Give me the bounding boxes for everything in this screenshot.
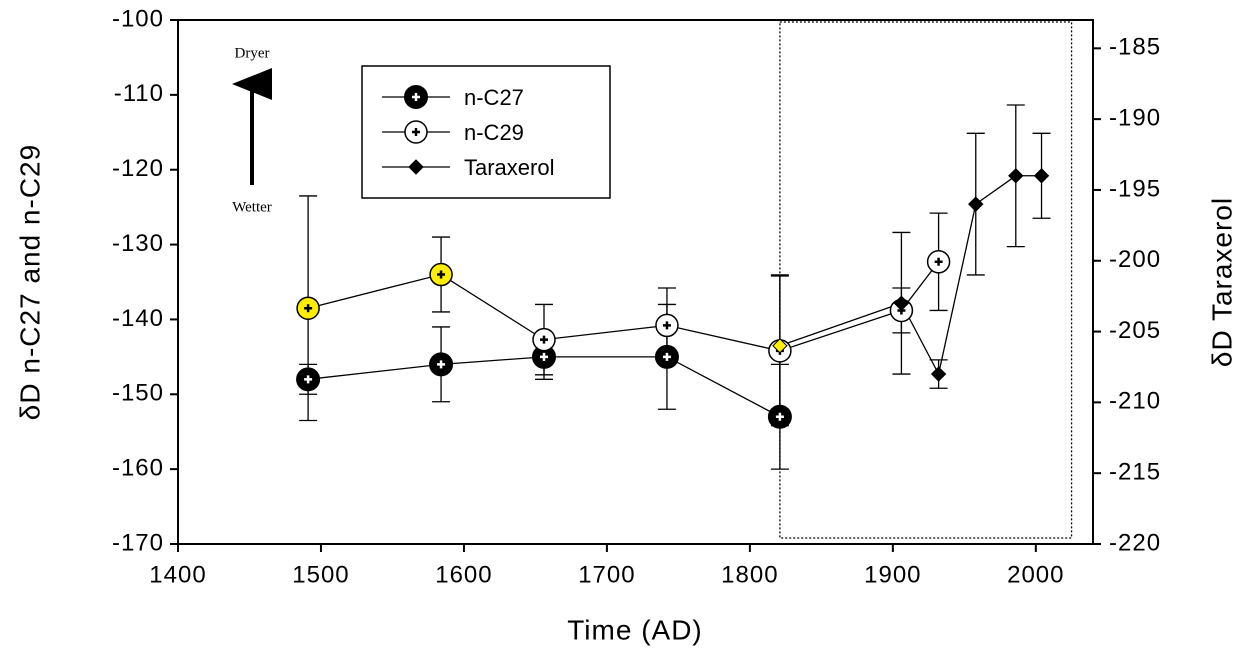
marker-plus [540,352,548,361]
y2-tick-label: -220 [1109,529,1161,556]
y2-axis-label: δD Taraxerol [1206,197,1237,367]
legend-label: n-C29 [464,120,524,145]
marker-plus [412,128,420,136]
marker-plus [934,257,943,266]
legend-label: Taraxerol [464,155,554,180]
y2-tick-label: -185 [1109,34,1161,61]
x-axis-label: Time (AD) [567,614,703,645]
marker-plus [437,360,446,369]
annotation: Wetter [232,199,272,215]
x-tick-label: 1500 [292,561,349,588]
y-tick-label: -110 [114,80,164,107]
plot-frame [177,19,1094,545]
y-tick-label: -130 [112,230,164,257]
y2-tick-label: -210 [1109,388,1161,415]
marker [968,196,984,212]
x-tick-label: 1800 [721,561,778,588]
highlight-region [779,21,1073,539]
legend: n-C27 n-C29 Taraxerol [361,65,611,199]
marker-plus [304,375,313,384]
marker [893,295,910,311]
y-tick-label: -150 [112,380,164,407]
marker-plus [304,304,313,313]
marker-plus [662,321,671,330]
y-tick-label: -140 [112,305,164,332]
y-tick-label: -120 [112,155,164,182]
y2-tick-label: -190 [1109,104,1161,131]
marker [772,338,788,354]
y2-tick-label: -215 [1109,459,1161,486]
marker [408,159,424,175]
series-line [779,175,1042,376]
y-tick-label: -160 [112,454,164,481]
x-tick-label: 1600 [435,561,492,588]
marker-plus [775,412,784,421]
x-tick-label: 1900 [864,561,921,588]
marker [930,366,947,382]
y2-tick-label: -205 [1109,317,1161,344]
x-tick-label: 1700 [578,561,635,588]
x-tick-label: 1400 [149,561,206,588]
y-tick-label: -170 [112,529,164,556]
series-line [307,261,940,352]
marker [1033,168,1050,184]
marker-plus [437,270,446,279]
annotation: Dryer [235,45,270,61]
y2-tick-label: -200 [1109,246,1161,273]
y-axis-label: δD n-C27 and n-C29 [14,144,45,420]
marker-plus [412,93,420,101]
y2-tick-label: -195 [1109,175,1161,202]
legend-label: n-C27 [464,85,524,110]
marker-plus [662,352,671,361]
marker [1008,168,1024,184]
x-tick-label: 2000 [1007,561,1064,588]
marker-plus [540,335,548,344]
y-tick-label: -100 [112,5,164,32]
